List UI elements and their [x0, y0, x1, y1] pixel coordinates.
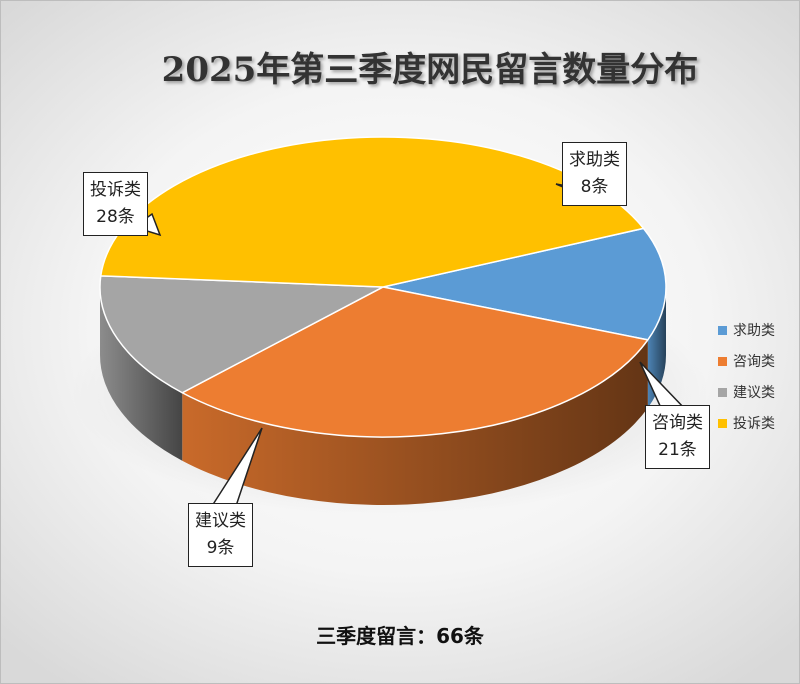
legend-swatch [718, 387, 727, 397]
legend-swatch [718, 325, 727, 335]
callout-name: 投诉类 [90, 180, 141, 200]
legend: 求助类 咨询类 建议类 投诉类 [718, 318, 775, 442]
legend-item: 求助类 [718, 318, 775, 342]
callout-value: 21条 [658, 440, 697, 460]
legend-label: 投诉类 [733, 416, 775, 432]
legend-label: 咨询类 [733, 354, 775, 370]
legend-label: 建议类 [733, 385, 775, 401]
legend-label: 求助类 [733, 323, 775, 339]
callout-value: 28条 [96, 207, 135, 227]
pie-slice-1 [181, 286, 649, 438]
legend-swatch [718, 356, 727, 366]
callout-value: 8条 [580, 177, 609, 197]
callout-name: 咨询类 [652, 413, 703, 433]
legend-item: 咨询类 [718, 349, 775, 373]
callout-0: 求助类 8条 [562, 142, 627, 206]
pie-slices [99, 136, 667, 438]
pie-side-2 [100, 287, 183, 461]
callout-1: 咨询类 21条 [645, 405, 710, 469]
callout-name: 求助类 [569, 150, 620, 170]
callout-name: 建议类 [195, 511, 246, 531]
footer-total: 三季度留言：66条 [316, 624, 484, 648]
legend-item: 投诉类 [718, 411, 775, 435]
legend-item: 建议类 [718, 380, 775, 404]
pie-slice-0 [382, 227, 667, 341]
pie-slice-2 [99, 275, 384, 394]
chart-title: 2025年第三季度网民留言数量分布 [161, 50, 699, 90]
legend-swatch [718, 418, 727, 428]
callout-value: 9条 [206, 538, 235, 558]
callout-2: 建议类 9条 [188, 503, 253, 567]
callout-3: 投诉类 28条 [83, 172, 148, 236]
pie-side-1 [182, 339, 648, 505]
